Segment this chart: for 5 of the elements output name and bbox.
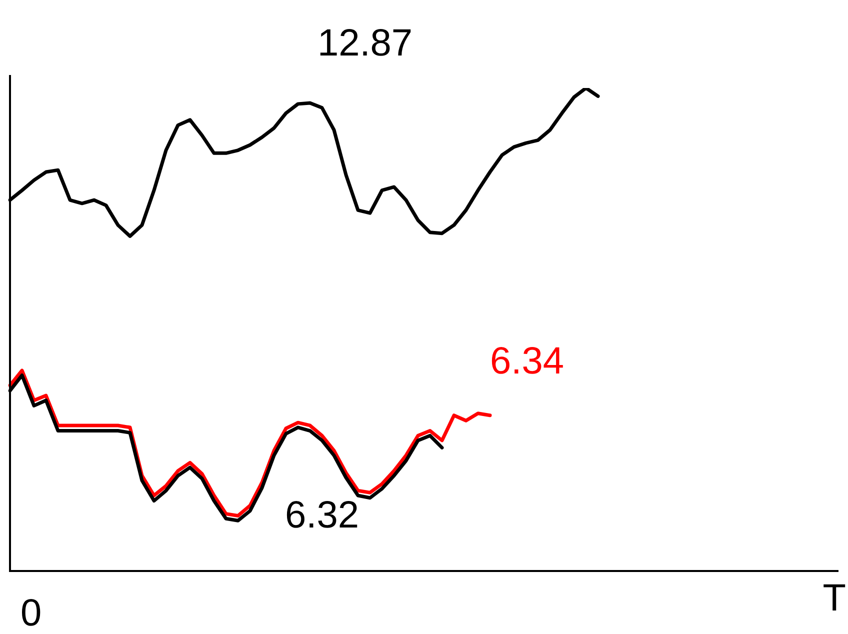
text: 0: [20, 592, 42, 634]
text: 12.87: [317, 22, 413, 64]
x-axis-title: T: [822, 577, 846, 620]
annotation: 6.34: [490, 340, 564, 382]
annotation: 6.32: [285, 494, 359, 536]
